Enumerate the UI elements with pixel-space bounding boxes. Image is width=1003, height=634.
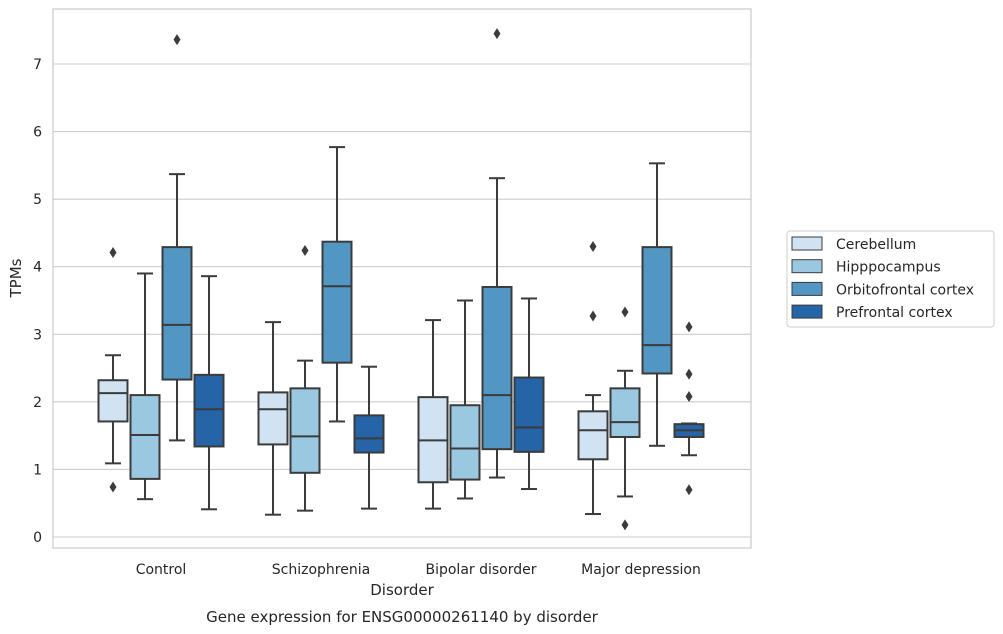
legend-entry: Hipppocampus bbox=[836, 260, 941, 276]
y-tick-labels: 0 1 2 3 4 5 6 7 bbox=[33, 57, 42, 546]
outlier-point bbox=[109, 481, 117, 493]
plot-frame bbox=[52, 8, 752, 549]
box bbox=[417, 319, 449, 510]
box-body bbox=[513, 376, 545, 453]
box-body bbox=[353, 414, 385, 454]
box bbox=[321, 146, 353, 423]
outlier-point bbox=[109, 247, 117, 259]
box-body bbox=[257, 391, 289, 446]
plot-marks bbox=[97, 28, 705, 531]
box-body bbox=[129, 394, 161, 480]
box bbox=[97, 247, 129, 493]
legend-swatch bbox=[791, 281, 823, 296]
outlier-point bbox=[173, 34, 181, 46]
box bbox=[449, 299, 481, 500]
box bbox=[481, 28, 513, 479]
y-axis-label: TPMs bbox=[7, 258, 25, 298]
box bbox=[129, 272, 161, 501]
y-tick-label: 7 bbox=[33, 57, 42, 73]
x-tick-labels: Control Schizophrenia Bipolar disorder Majo… bbox=[136, 562, 701, 578]
box bbox=[161, 34, 193, 442]
outlier-point bbox=[685, 390, 693, 402]
outlier-point bbox=[685, 321, 693, 333]
legend-entry: Orbitofrontal cortex bbox=[836, 282, 974, 298]
outlier-point bbox=[621, 306, 629, 318]
box bbox=[257, 321, 289, 516]
x-tick-label: Control bbox=[136, 562, 187, 578]
outlier-point bbox=[589, 240, 597, 252]
box bbox=[513, 297, 545, 491]
x-tick-label: Bipolar disorder bbox=[425, 562, 536, 578]
box-body bbox=[161, 246, 193, 381]
x-axis-label: Disorder bbox=[370, 581, 434, 599]
legend: Cerebellum Hipppocampus Orbitofrontal cort… bbox=[786, 230, 995, 328]
box-body bbox=[609, 387, 641, 438]
outlier-point bbox=[685, 484, 693, 496]
outlier-point bbox=[493, 28, 501, 40]
box-body bbox=[449, 404, 481, 481]
box bbox=[289, 244, 321, 512]
y-tick-label: 4 bbox=[33, 260, 42, 276]
y-tick-label: 2 bbox=[33, 395, 42, 411]
box-body bbox=[97, 379, 129, 423]
y-tick-label: 3 bbox=[33, 327, 42, 343]
y-tick-label: 5 bbox=[33, 192, 42, 208]
chart-caption: Gene expression for ENSG00000261140 by d… bbox=[206, 608, 599, 626]
legend-swatch bbox=[791, 304, 823, 319]
legend-entry: Cerebellum bbox=[836, 237, 916, 253]
y-tick-label: 6 bbox=[33, 125, 42, 141]
box bbox=[577, 240, 609, 516]
y-tick-label: 0 bbox=[33, 530, 42, 546]
outlier-point bbox=[301, 244, 309, 256]
box bbox=[609, 306, 641, 531]
box-body bbox=[289, 387, 321, 474]
box-body bbox=[193, 373, 225, 448]
box-body bbox=[321, 240, 353, 364]
outlier-point bbox=[621, 519, 629, 531]
box-body bbox=[641, 246, 673, 375]
legend-frame bbox=[786, 230, 995, 328]
outlier-point bbox=[685, 368, 693, 380]
box-body bbox=[481, 285, 513, 451]
x-tick-label: Schizophrenia bbox=[272, 562, 370, 578]
box-body bbox=[577, 410, 609, 461]
legend-entry: Prefrontal cortex bbox=[836, 305, 953, 321]
x-tick-label: Major depression bbox=[581, 562, 701, 578]
box bbox=[353, 365, 385, 510]
legend-swatch bbox=[791, 259, 823, 274]
y-tick-label: 1 bbox=[33, 462, 42, 478]
legend-swatch bbox=[791, 236, 823, 251]
outlier-point bbox=[589, 310, 597, 322]
box bbox=[673, 321, 705, 496]
box bbox=[641, 162, 673, 447]
box bbox=[193, 275, 225, 511]
